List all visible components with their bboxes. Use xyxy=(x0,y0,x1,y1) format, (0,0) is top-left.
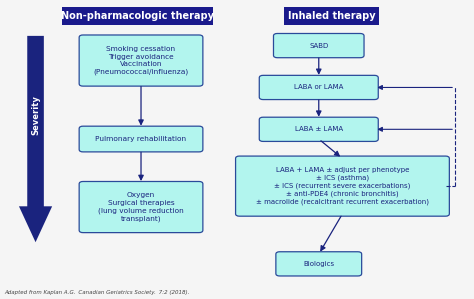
FancyBboxPatch shape xyxy=(79,35,203,86)
Text: LABA + LAMA ± adjust per phenotype
± ICS (asthma)
± ICS (recurrent severe exacer: LABA + LAMA ± adjust per phenotype ± ICS… xyxy=(256,167,429,205)
FancyBboxPatch shape xyxy=(79,181,203,233)
Text: Oxygen
Surgical therapies
(lung volume reduction
transplant): Oxygen Surgical therapies (lung volume r… xyxy=(98,192,184,222)
FancyBboxPatch shape xyxy=(79,126,203,152)
FancyBboxPatch shape xyxy=(236,156,449,216)
Text: Biologics: Biologics xyxy=(303,261,334,267)
FancyBboxPatch shape xyxy=(284,7,379,25)
FancyBboxPatch shape xyxy=(273,33,364,58)
Text: LABA or LAMA: LABA or LAMA xyxy=(294,84,344,91)
FancyBboxPatch shape xyxy=(276,252,362,276)
FancyBboxPatch shape xyxy=(259,117,378,141)
Text: Pulmonary rehabilitation: Pulmonary rehabilitation xyxy=(95,136,187,142)
Text: Adapted from Kaplan A.G.  Canadian Geriatrics Society.  7:2 (2018).: Adapted from Kaplan A.G. Canadian Geriat… xyxy=(5,290,190,295)
Text: Non-pharmacologic therapy: Non-pharmacologic therapy xyxy=(61,11,214,21)
Polygon shape xyxy=(19,36,52,242)
Text: LABA ± LAMA: LABA ± LAMA xyxy=(295,126,343,132)
FancyBboxPatch shape xyxy=(259,75,378,100)
FancyBboxPatch shape xyxy=(62,7,213,25)
Text: Inhaled therapy: Inhaled therapy xyxy=(288,11,375,21)
Text: SABD: SABD xyxy=(309,42,328,49)
Text: Severity: Severity xyxy=(31,95,40,135)
Text: Smoking cessation
Trigger avoidance
Vaccination
(Pneumococcal/influenza): Smoking cessation Trigger avoidance Vacc… xyxy=(93,46,189,75)
